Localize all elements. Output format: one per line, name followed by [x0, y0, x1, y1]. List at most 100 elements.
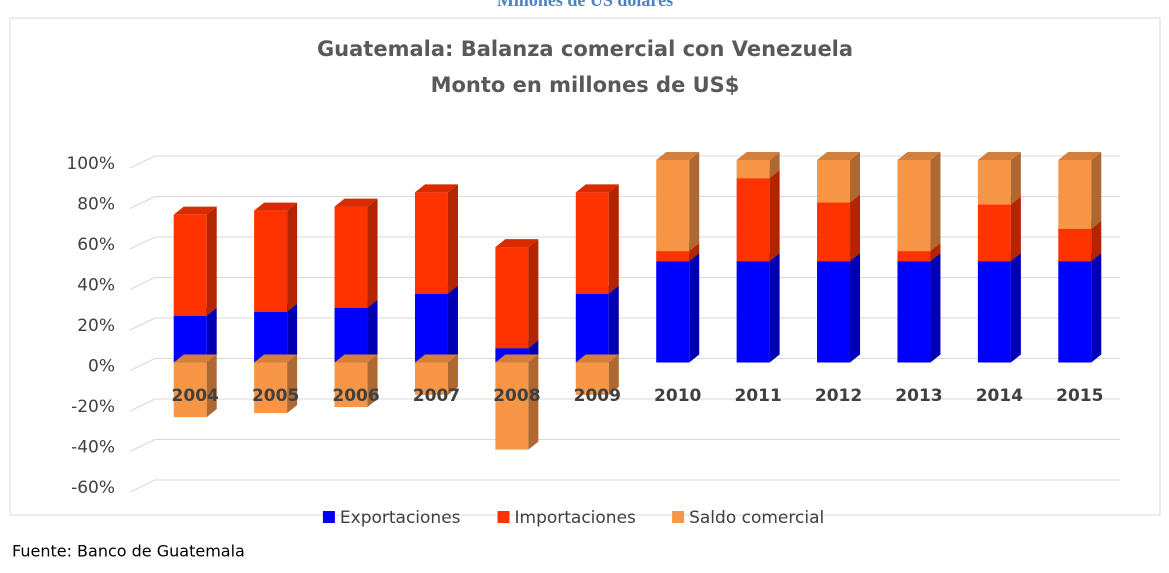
- bar-top: [414, 184, 458, 193]
- y-tick-label: -20%: [71, 397, 115, 417]
- bar: [736, 178, 770, 262]
- bar: [656, 160, 690, 252]
- bar: [736, 261, 770, 363]
- bar-top: [173, 354, 217, 363]
- bar: [977, 204, 1011, 262]
- bar-top: [334, 198, 378, 207]
- bar: [173, 362, 207, 418]
- bar: [254, 210, 288, 312]
- bar: [1058, 261, 1092, 363]
- bar-side: [850, 194, 861, 262]
- bar-top: [656, 152, 700, 160]
- bar-side: [608, 354, 619, 395]
- grid-line: [129, 439, 156, 452]
- grid-line: [129, 479, 156, 493]
- bar: [897, 251, 931, 262]
- bar: [575, 192, 609, 294]
- bar-side: [1010, 152, 1021, 205]
- x-tick-label: 2007: [413, 386, 460, 406]
- bar-side: [850, 152, 861, 203]
- bar: [254, 362, 288, 414]
- bar-top: [817, 152, 861, 160]
- y-tick-label: 100%: [66, 154, 115, 174]
- x-tick-label: 2005: [252, 386, 299, 406]
- bar-side: [367, 354, 378, 408]
- grid-line: [129, 317, 156, 331]
- bar-side: [608, 184, 619, 294]
- bar-side: [528, 239, 539, 349]
- bar: [656, 261, 690, 363]
- bar: [897, 160, 931, 252]
- bar-side: [528, 354, 539, 450]
- y-tick-label: 40%: [77, 276, 115, 296]
- bar: [414, 192, 448, 294]
- y-tick-label: -40%: [71, 438, 115, 458]
- bar-side: [769, 253, 780, 363]
- bar: [817, 160, 851, 203]
- legend-label: Saldo comercial: [689, 508, 824, 528]
- bar-top: [334, 354, 378, 363]
- x-tick-label: 2004: [172, 386, 219, 406]
- bar-side: [447, 184, 458, 294]
- legend-swatch: [322, 511, 335, 523]
- bar: [897, 261, 931, 363]
- bar-side: [689, 243, 700, 262]
- bar-top: [575, 354, 619, 363]
- bar: [173, 214, 207, 316]
- bar-top: [1058, 152, 1102, 160]
- bar: [414, 293, 448, 363]
- bar: [414, 362, 448, 395]
- bar-side: [930, 253, 941, 363]
- bar-side: [287, 202, 298, 312]
- bar-side: [206, 206, 217, 316]
- bar-side: [206, 354, 217, 418]
- bar-side: [1010, 196, 1021, 262]
- x-tick-label: 2010: [654, 386, 701, 406]
- bar-side: [850, 253, 861, 363]
- grid-line: [129, 196, 156, 209]
- x-tick-label: 2009: [574, 386, 621, 406]
- bar-top: [575, 184, 619, 193]
- bar-top: [897, 152, 941, 160]
- bar-side: [689, 253, 700, 363]
- bar-side: [367, 198, 378, 308]
- chart-subtitle: Monto en millones de US$: [431, 73, 740, 97]
- legend-swatch: [672, 511, 685, 523]
- bar: [977, 261, 1011, 363]
- x-tick-label: 2012: [815, 386, 862, 406]
- bar-side: [930, 152, 941, 252]
- chart-border: [9, 17, 1161, 516]
- bar-top: [495, 239, 539, 248]
- y-tick-label: 20%: [77, 316, 115, 336]
- bar-top: [495, 354, 539, 363]
- bar: [977, 160, 1011, 205]
- bar-side: [769, 170, 780, 262]
- bar: [1058, 228, 1092, 262]
- x-tick-label: 2008: [493, 386, 540, 406]
- bar: [736, 160, 770, 179]
- bar: [495, 362, 529, 450]
- bar-top: [977, 152, 1021, 160]
- bar-side: [608, 285, 619, 363]
- bar-side: [1091, 220, 1102, 262]
- grid-line: [129, 236, 156, 250]
- bar-side: [689, 152, 700, 252]
- grid-line: [129, 277, 156, 290]
- bar-side: [447, 354, 458, 395]
- bar-side: [367, 299, 378, 363]
- x-tick-label: 2014: [976, 386, 1023, 406]
- legend-swatch: [497, 511, 510, 523]
- bar: [334, 307, 368, 363]
- x-tick-label: 2015: [1056, 386, 1103, 406]
- bar: [495, 247, 529, 349]
- bar: [817, 261, 851, 363]
- bar: [656, 251, 690, 262]
- bar-side: [1091, 253, 1102, 363]
- bar-top: [736, 152, 780, 160]
- grid-line: [129, 155, 156, 169]
- chart-title: Guatemala: Balanza comercial con Venezue…: [317, 37, 853, 61]
- bar-top: [254, 202, 298, 211]
- legend-label: Importaciones: [515, 508, 637, 528]
- bar-top: [414, 354, 458, 363]
- y-tick-label: 0%: [88, 357, 115, 377]
